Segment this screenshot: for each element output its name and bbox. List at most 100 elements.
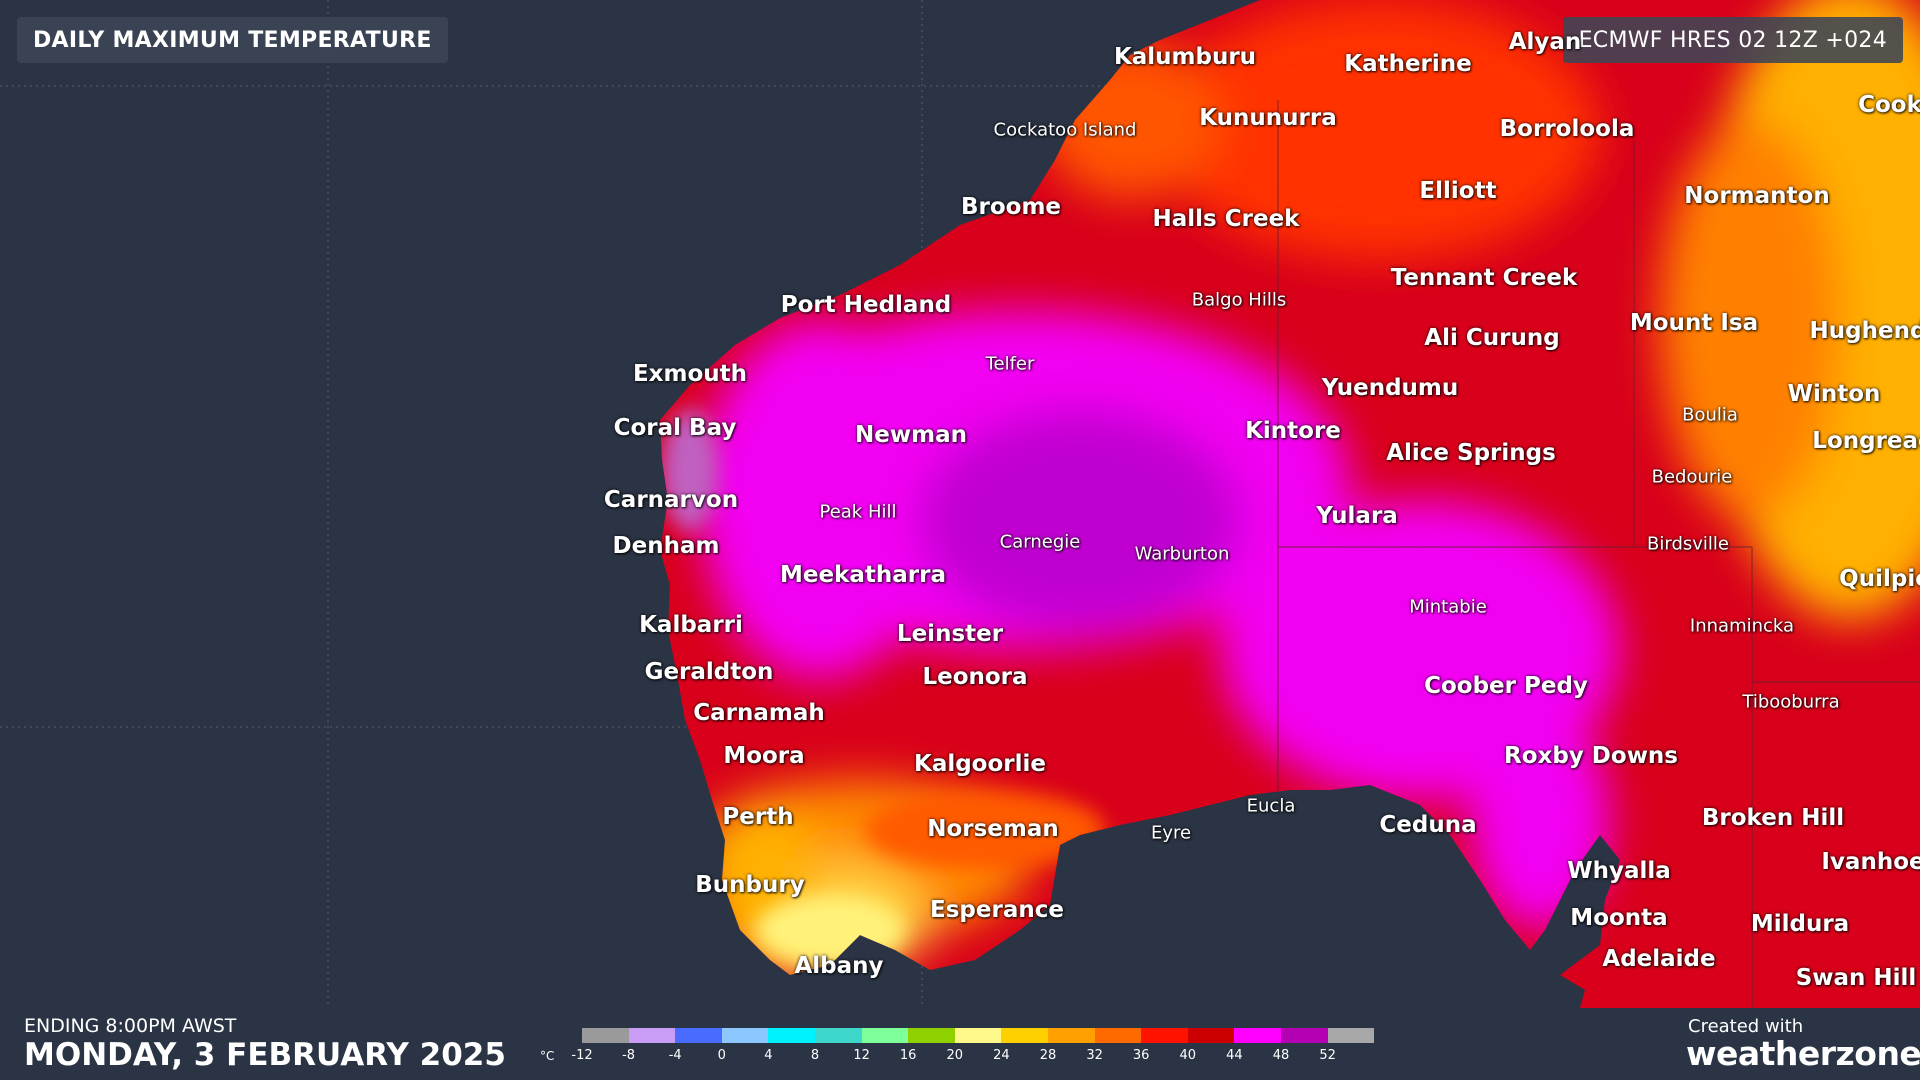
legend-tick-label: 36 (1132, 1048, 1150, 1063)
temperature-map[interactable] (0, 0, 1920, 1008)
legend-tick-label: -8 (622, 1048, 636, 1063)
legend-swatch (675, 1028, 722, 1043)
legend-tick-label: 44 (1226, 1048, 1243, 1063)
place-label: Kalbarri (639, 612, 743, 638)
legend-tick-label: 40 (1179, 1048, 1197, 1063)
place-label: Quilpie (1839, 566, 1920, 592)
place-label: Ceduna (1379, 812, 1477, 838)
place-label: Norseman (927, 816, 1059, 842)
legend-swatch (721, 1028, 769, 1043)
legend-tick-label: -4 (668, 1048, 682, 1063)
place-label: Denham (612, 533, 720, 559)
place-label: Leinster (896, 621, 1004, 647)
place-label: Birdsville (1647, 533, 1729, 555)
legend-swatch (1280, 1028, 1328, 1043)
place-label: Esperance (930, 897, 1064, 923)
place-label: Leonora (922, 664, 1028, 690)
place-label: Hughend (1809, 318, 1920, 344)
place-label: Peak Hill (819, 501, 897, 523)
map-title: DAILY MAXIMUM TEMPERATURE (17, 17, 448, 63)
legend-tick-label: 32 (1086, 1048, 1103, 1063)
created-with-label: Created with (1688, 1016, 1804, 1037)
place-label: Telfer (985, 353, 1035, 375)
legend-unit: °C (540, 1049, 555, 1063)
place-label: Katherine (1344, 51, 1472, 77)
legend-swatch (1141, 1028, 1188, 1043)
place-label: Kalgoorlie (913, 751, 1047, 777)
place-label: Bunbury (695, 872, 805, 898)
legend-tick-label: 48 (1272, 1048, 1290, 1063)
place-label: Roxby Downs (1503, 743, 1679, 769)
legend-tick-label: 28 (1039, 1048, 1057, 1063)
place-label: Yuendumu (1321, 375, 1459, 401)
place-label: Alyan (1508, 29, 1582, 55)
place-label: Newman (855, 422, 967, 448)
place-label: Tennant Creek (1390, 265, 1578, 291)
place-label: Boulia (1682, 404, 1738, 426)
place-label: Broome (960, 194, 1062, 220)
place-label: Normanton (1684, 183, 1830, 209)
legend-swatch (1187, 1028, 1235, 1043)
place-label: Mildura (1750, 911, 1850, 937)
place-label: Ali Curung (1424, 325, 1560, 351)
place-label: Kintore (1245, 418, 1341, 444)
legend-swatch (1327, 1028, 1375, 1043)
place-label: Eucla (1246, 795, 1296, 817)
place-label: Swan Hill (1795, 965, 1917, 991)
place-label: Carnegie (999, 531, 1081, 553)
legend-colorbar (582, 1028, 1375, 1043)
place-label: Longreac (1812, 428, 1920, 454)
legend-tick-label: 16 (899, 1048, 917, 1063)
legend-swatch (582, 1028, 629, 1043)
place-label: Kalumburu (1113, 44, 1257, 70)
place-label: Moonta (1570, 905, 1668, 931)
place-label: Exmouth (632, 361, 748, 387)
place-label: Perth (722, 804, 794, 830)
place-label: Warburton (1134, 543, 1230, 565)
footer-bar (0, 1008, 1920, 1080)
legend-tick-label: 12 (853, 1048, 870, 1063)
place-label: Cockatoo Island (993, 119, 1137, 141)
place-label: Innamincka (1689, 615, 1795, 637)
forecast-date: MONDAY, 3 FEBRUARY 2025 (24, 1037, 506, 1073)
model-run-label: ECMWF HRES 02 12Z +024 (1562, 17, 1903, 63)
place-label: Halls Creek (1152, 206, 1300, 232)
place-label: Carnarvon (603, 487, 739, 513)
legend-swatch (1001, 1028, 1048, 1043)
legend-swatch (768, 1028, 815, 1043)
place-label: Alice Springs (1386, 440, 1556, 466)
place-label: Geraldton (644, 659, 774, 685)
place-label: Cook (1858, 92, 1920, 118)
legend-swatch (1094, 1028, 1142, 1043)
legend-swatch (628, 1028, 676, 1043)
legend-swatch (954, 1028, 1002, 1043)
legend-tick-label: -12 (571, 1048, 593, 1063)
legend-swatch (1047, 1028, 1095, 1043)
place-label: Winton (1787, 381, 1881, 407)
place-label: Eyre (1150, 822, 1192, 844)
place-label: Adelaide (1602, 946, 1716, 972)
place-label: Elliott (1419, 178, 1497, 204)
state-borders (1277, 100, 1920, 1008)
legend-tick-label: 24 (993, 1048, 1010, 1063)
legend-swatch (908, 1028, 955, 1043)
place-label: Bedourie (1651, 466, 1733, 488)
place-label: Mintabie (1409, 596, 1487, 618)
place-label: Kununurra (1199, 105, 1337, 131)
place-label: Albany (794, 953, 884, 979)
weatherzone-logo: weatherzone° (1686, 1034, 1920, 1073)
place-label: Meekatharra (780, 562, 946, 588)
place-label: Carnamah (693, 700, 825, 726)
place-label: Tibooburra (1742, 691, 1840, 713)
place-label: Broken Hill (1701, 805, 1845, 831)
valid-time-label: ENDING 8:00PM AWST (24, 1015, 237, 1037)
legend-swatch (1234, 1028, 1281, 1043)
place-label: Yulara (1316, 503, 1398, 529)
place-label: Port Hedland (780, 292, 952, 318)
legend-tick-label: 52 (1319, 1048, 1336, 1063)
place-label: Balgo Hills (1191, 289, 1287, 311)
place-label: Coober Pedy (1424, 673, 1588, 699)
place-label: Coral Bay (613, 415, 737, 441)
legend-tick-label: 4 (764, 1048, 773, 1063)
legend-tick-label: 0 (717, 1048, 726, 1063)
